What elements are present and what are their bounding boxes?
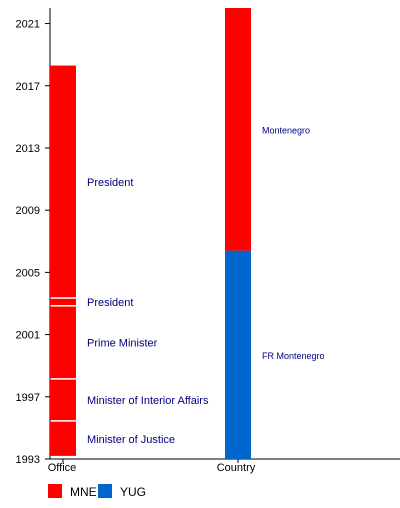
bar-segment bbox=[50, 298, 76, 306]
y-tick-label: 2021 bbox=[16, 19, 40, 31]
y-tick-label: 1993 bbox=[16, 454, 40, 466]
segment-label: President bbox=[87, 297, 133, 309]
segment-label: Minister of Interior Affairs bbox=[87, 395, 209, 407]
axes: 1993 1997 2001 2005 2009 2013 2017 2021 Office Co… bbox=[16, 8, 400, 474]
legend: MNE YUG bbox=[48, 484, 146, 499]
y-tick-label: 2013 bbox=[16, 143, 40, 155]
y-tick-label: 2001 bbox=[16, 330, 40, 342]
segment-labels: Minister of Justice Minister of Interior … bbox=[87, 125, 325, 445]
bar-segment bbox=[225, 250, 251, 459]
segment-label: Minister of Justice bbox=[87, 434, 175, 446]
bar-segment bbox=[50, 421, 76, 456]
bar-segment bbox=[50, 379, 76, 421]
bar-segment bbox=[225, 8, 251, 251]
segment-label: FR Montenegro bbox=[262, 351, 325, 361]
category-label: Office bbox=[48, 462, 77, 474]
segment-label: Prime Minister bbox=[87, 337, 158, 349]
y-tick-label: 2005 bbox=[16, 267, 40, 279]
legend-label: MNE bbox=[70, 485, 97, 499]
legend-swatch bbox=[48, 484, 62, 498]
bar-segment bbox=[50, 306, 76, 379]
segment-label: Montenegro bbox=[262, 125, 310, 135]
bars bbox=[50, 8, 251, 459]
y-tick-label: 1997 bbox=[16, 392, 40, 404]
y-tick-label: 2009 bbox=[16, 205, 40, 217]
segment-label: President bbox=[87, 177, 133, 189]
bar-segment bbox=[50, 65, 76, 298]
legend-label: YUG bbox=[120, 485, 146, 499]
category-label: Country bbox=[217, 462, 256, 474]
y-tick-label: 2017 bbox=[16, 81, 40, 93]
legend-swatch bbox=[98, 484, 112, 498]
